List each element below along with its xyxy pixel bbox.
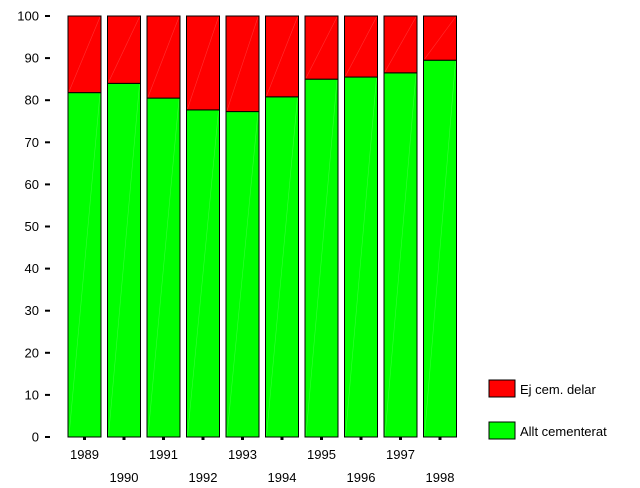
x-tick xyxy=(280,437,284,440)
legend-label-allt-cementerat: Allt cementerat xyxy=(520,424,607,439)
x-tick xyxy=(162,437,165,440)
y-tick-label: 50 xyxy=(25,219,39,234)
bar-hairline xyxy=(187,110,219,437)
x-tick-label-1991: 1991 xyxy=(149,447,178,462)
bar-hairline xyxy=(305,80,338,437)
x-tick xyxy=(122,437,126,440)
y-tick-label: 30 xyxy=(25,303,39,318)
x-tick-label-1997: 1997 xyxy=(386,447,415,462)
y-tick-label: 60 xyxy=(25,177,39,192)
x-tick-label-1995: 1995 xyxy=(307,447,336,462)
y-tick-label: 10 xyxy=(25,387,39,402)
legend-label-ej-cem-delar: Ej cem. delar xyxy=(520,382,597,397)
legend-swatch-ej-cem-delar xyxy=(488,379,516,398)
x-tick xyxy=(83,437,86,440)
bar-hairline xyxy=(226,112,259,437)
bar-hairline xyxy=(226,16,259,111)
x-tick xyxy=(320,437,323,440)
bar-hairline xyxy=(384,16,417,72)
bar-hairline xyxy=(384,73,417,437)
y-tick-label: 100 xyxy=(17,9,39,24)
y-tick-label: 40 xyxy=(25,261,39,276)
bar-hairline xyxy=(424,16,456,60)
x-tick-label-1994: 1994 xyxy=(268,470,297,485)
y-tick-label: 0 xyxy=(32,430,39,445)
bar-hairline xyxy=(305,16,338,79)
x-tick-label-1992: 1992 xyxy=(189,470,218,485)
y-tick-label: 80 xyxy=(25,93,39,108)
bar-hairline xyxy=(108,16,140,83)
bar-hairline xyxy=(345,16,377,77)
legend-swatch-allt-cementerat xyxy=(488,421,516,440)
x-axis: 1989 1990 1991 1992 1993 1994 1995 1996 1997 1998 xyxy=(70,437,454,485)
bar-hairline xyxy=(266,16,298,96)
bar-hairline xyxy=(147,99,180,437)
x-tick xyxy=(359,437,363,440)
legend: Ej cem. delar Allt cementerat xyxy=(488,379,607,440)
bar-hairline xyxy=(266,97,298,437)
bar-hairline xyxy=(345,78,377,437)
y-tick-label: 20 xyxy=(25,345,39,360)
bar-hairline xyxy=(68,16,101,92)
x-tick-label-1998: 1998 xyxy=(426,470,455,485)
x-tick xyxy=(201,437,205,440)
x-tick xyxy=(241,437,244,440)
bar-hairline xyxy=(108,84,140,437)
x-tick-label-1989: 1989 xyxy=(70,447,99,462)
y-tick-label: 90 xyxy=(25,51,39,66)
bar-hairline xyxy=(68,93,101,437)
x-tick-label-1993: 1993 xyxy=(228,447,257,462)
bar-hairline xyxy=(147,16,180,98)
bars xyxy=(67,15,457,438)
bar-hairline xyxy=(424,61,456,437)
bar-hairline xyxy=(187,16,219,109)
y-tick-label: 70 xyxy=(25,135,39,150)
y-axis: 0 10 20 30 40 50 60 70 80 90 100 xyxy=(17,9,50,445)
x-tick-label-1996: 1996 xyxy=(347,470,376,485)
x-tick xyxy=(399,437,402,440)
x-tick xyxy=(438,437,442,440)
x-tick-label-1990: 1990 xyxy=(110,470,139,485)
